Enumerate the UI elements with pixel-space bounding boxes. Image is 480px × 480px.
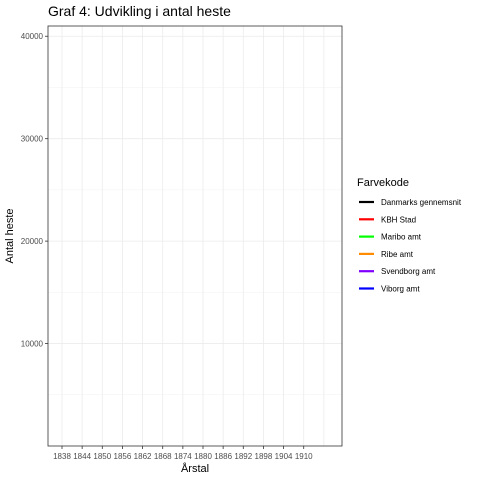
legend-label: Svendborg amt — [381, 267, 436, 276]
legend-title: Farvekode — [357, 177, 409, 189]
chart-title: Graf 4: Udvikling i antal heste — [48, 3, 231, 19]
x-axis-title: Årstal — [181, 462, 209, 475]
y-tick-label: 40000 — [21, 32, 44, 41]
x-tick-label: 1904 — [275, 452, 293, 461]
y-axis-ticks: 10000 20000 30000 40000 — [21, 32, 48, 349]
x-tick-label: 1910 — [295, 452, 313, 461]
x-tick-label: 1850 — [93, 452, 111, 461]
x-tick-label: 1880 — [194, 452, 212, 461]
x-tick-label: 1856 — [114, 452, 132, 461]
legend-label: KBH Stad — [381, 215, 416, 224]
plot-border — [47, 25, 343, 447]
y-axis-title: Antal heste — [4, 208, 16, 263]
grid-lines — [48, 26, 342, 446]
plot-panel — [48, 26, 342, 446]
x-tick-label: 1886 — [214, 452, 232, 461]
x-axis-ticks: 1838 1844 1850 1856 1862 1868 1874 1880 1886 1892… — [53, 446, 313, 461]
x-tick-label: 1838 — [53, 452, 71, 461]
x-tick-label: 1862 — [134, 452, 152, 461]
legend-label: Viborg amt — [381, 285, 420, 294]
x-tick-label: 1844 — [73, 452, 91, 461]
legend-label: Maribo amt — [381, 233, 422, 242]
legend-items: Danmarks gennemsnit KBH Stad Maribo amt Rib… — [359, 198, 462, 294]
x-tick-label: 1868 — [154, 452, 172, 461]
legend: Farvekode Danmarks gennemsnit KBH Stad Mar… — [357, 177, 462, 294]
x-tick-label: 1898 — [255, 452, 273, 461]
x-tick-label: 1874 — [174, 452, 192, 461]
y-tick-label: 10000 — [21, 340, 44, 349]
legend-label: Ribe amt — [381, 250, 414, 259]
y-tick-label: 30000 — [21, 135, 44, 144]
y-tick-label: 20000 — [21, 237, 44, 246]
legend-label: Danmarks gennemsnit — [381, 198, 462, 207]
x-tick-label: 1892 — [234, 452, 252, 461]
